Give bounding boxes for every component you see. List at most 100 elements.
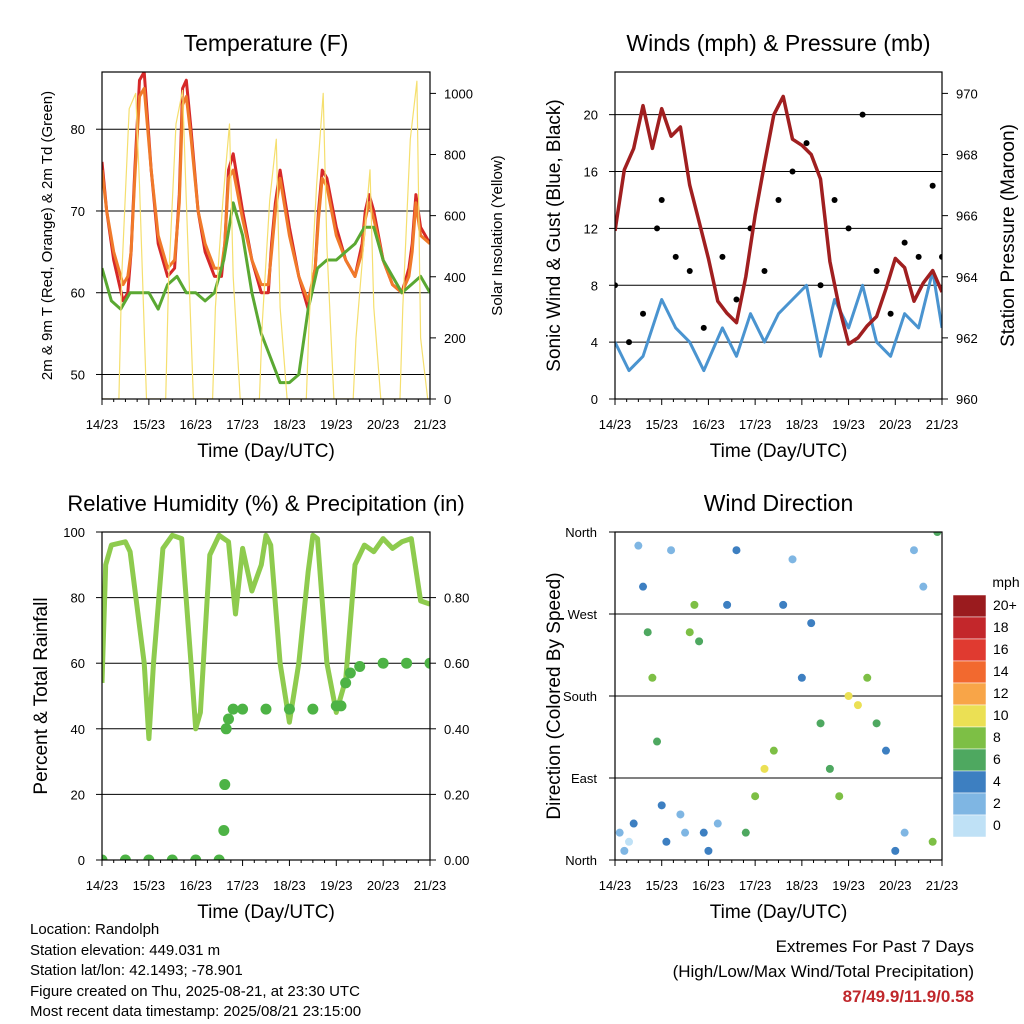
recent-timestamp-text: Most recent data timestamp: 2025/08/21 2… bbox=[30, 1003, 362, 1020]
direction-point bbox=[741, 828, 750, 837]
y-tick-label: 20 bbox=[584, 108, 598, 123]
series-point bbox=[190, 854, 202, 860]
colorbar-title: mph bbox=[992, 574, 1019, 590]
series-point bbox=[377, 657, 389, 669]
direction-point bbox=[634, 541, 643, 550]
x-axis-ticks: 14/23 15/23 16/23 17/23 18/23 19/23 20/23 21/23 bbox=[599, 860, 959, 893]
x-axis-ticks: 14/23 15/23 16/23 17/23 18/23 19/23 20/23 21/23 bbox=[86, 860, 446, 893]
series-group bbox=[615, 94, 942, 373]
series-point bbox=[789, 168, 796, 175]
y-tick-label: South bbox=[563, 689, 597, 704]
chart-title: Wind Direction bbox=[704, 490, 854, 516]
series-point bbox=[887, 310, 894, 317]
colorbar-swatch bbox=[952, 682, 987, 706]
colorbar-swatch bbox=[952, 792, 987, 816]
x-tick-label: 21/23 bbox=[926, 417, 959, 432]
series-point bbox=[615, 282, 618, 289]
extremes-box: Extremes For Past 7 Days (High/Low/Max W… bbox=[673, 934, 974, 1009]
direction-point bbox=[690, 600, 699, 609]
y-tick-label: 0 bbox=[78, 853, 85, 868]
direction-point bbox=[919, 582, 928, 591]
x-axis-label: Time (Day/UTC) bbox=[710, 441, 848, 462]
direction-point bbox=[639, 582, 648, 591]
station-info: Location: Randolph Station elevation: 44… bbox=[30, 920, 361, 1023]
x-tick-label: 20/23 bbox=[879, 417, 912, 432]
colorbar-label: 4 bbox=[993, 773, 1001, 789]
direction-point bbox=[625, 837, 634, 846]
x-tick-label: 21/23 bbox=[926, 878, 959, 893]
series-point bbox=[424, 657, 430, 669]
x-tick-label: 20/23 bbox=[367, 878, 400, 893]
colorbar-swatch bbox=[952, 748, 987, 772]
series-group bbox=[615, 532, 942, 855]
direction-point bbox=[643, 628, 652, 637]
y-axis-label: Sonic Wind & Gust (Blue, Black) bbox=[544, 99, 565, 371]
y-tick-label: 4 bbox=[591, 335, 598, 350]
direction-point bbox=[615, 828, 624, 837]
colorbar-swatch bbox=[952, 770, 987, 794]
y-axis-ticks: North East South West North bbox=[563, 525, 615, 868]
y-axis-label: 2m & 9m T (Red, Orange) & 2m Td (Green) bbox=[39, 91, 56, 380]
y-tick-label: North bbox=[565, 525, 597, 540]
series-line-2 bbox=[615, 94, 942, 346]
x-tick-label: 18/23 bbox=[786, 417, 819, 432]
speed-colorbar: mph 20+ 18 16 14 12 10 8 6 4 2 0 bbox=[952, 574, 1020, 838]
x-axis-label: Time (Day/UTC) bbox=[710, 902, 848, 923]
direction-point bbox=[704, 846, 713, 855]
series-line-2 bbox=[102, 201, 430, 385]
direction-point bbox=[667, 546, 676, 555]
winds-pressure-panel: Winds (mph) & Pressure (mb) 0 4 8 12 16 20 960 9… bbox=[544, 30, 1019, 462]
colorbar-swatch bbox=[952, 594, 987, 618]
direction-point bbox=[681, 828, 690, 837]
direction-point bbox=[825, 764, 834, 773]
colorbar-swatch bbox=[952, 726, 987, 750]
series-point bbox=[227, 703, 239, 715]
y-tick-label: East bbox=[571, 771, 597, 786]
series-point bbox=[237, 703, 249, 715]
series-point bbox=[218, 824, 230, 836]
series-point bbox=[307, 703, 319, 715]
colorbar-label: 8 bbox=[993, 729, 1001, 745]
series-point bbox=[340, 677, 352, 689]
direction-point bbox=[751, 792, 760, 801]
series-point bbox=[344, 667, 356, 679]
series-line-0 bbox=[615, 269, 942, 373]
direction-point bbox=[676, 810, 685, 819]
direction-point bbox=[891, 846, 900, 855]
x-tick-label: 19/23 bbox=[320, 878, 353, 893]
x-tick-label: 16/23 bbox=[179, 417, 212, 432]
direction-point bbox=[788, 555, 797, 564]
y-axis-ticks: 0 20 40 60 80 100 0.00 0.20 0.40 0.60 0.80 bbox=[63, 525, 469, 868]
colorbar-swatch bbox=[952, 814, 987, 838]
chart-title: Relative Humidity (%) & Precipitation (i… bbox=[67, 491, 464, 516]
x-tick-label: 17/23 bbox=[739, 878, 772, 893]
series-point bbox=[845, 225, 852, 232]
series-point bbox=[626, 339, 633, 346]
x-axis-label: Time (Day/UTC) bbox=[197, 441, 335, 462]
series-point bbox=[283, 703, 295, 715]
colorbar-swatch bbox=[952, 638, 987, 662]
colorbar-label: 6 bbox=[993, 751, 1001, 767]
series-point bbox=[939, 253, 942, 260]
x-axis-label: Time (Day/UTC) bbox=[197, 902, 335, 923]
direction-point bbox=[685, 628, 694, 637]
series-point bbox=[640, 310, 647, 317]
direction-point bbox=[769, 746, 778, 755]
series-point bbox=[817, 282, 824, 289]
direction-point bbox=[699, 828, 708, 837]
y-tick-label: 80 bbox=[71, 122, 85, 137]
direction-point bbox=[695, 637, 704, 646]
direction-point bbox=[816, 719, 825, 728]
x-tick-label: 19/23 bbox=[832, 878, 865, 893]
direction-point bbox=[662, 837, 671, 846]
y2-tick-label: 962 bbox=[956, 331, 978, 346]
series-point bbox=[335, 700, 347, 712]
y-tick-label: 60 bbox=[71, 286, 85, 301]
y-tick-label: 60 bbox=[71, 656, 85, 671]
x-tick-label: 17/23 bbox=[226, 417, 259, 432]
series-point bbox=[915, 253, 922, 260]
y2-tick-label: 0.20 bbox=[444, 787, 469, 802]
y2-tick-label: 200 bbox=[444, 331, 466, 346]
series-point bbox=[686, 268, 693, 275]
direction-point bbox=[909, 546, 918, 555]
